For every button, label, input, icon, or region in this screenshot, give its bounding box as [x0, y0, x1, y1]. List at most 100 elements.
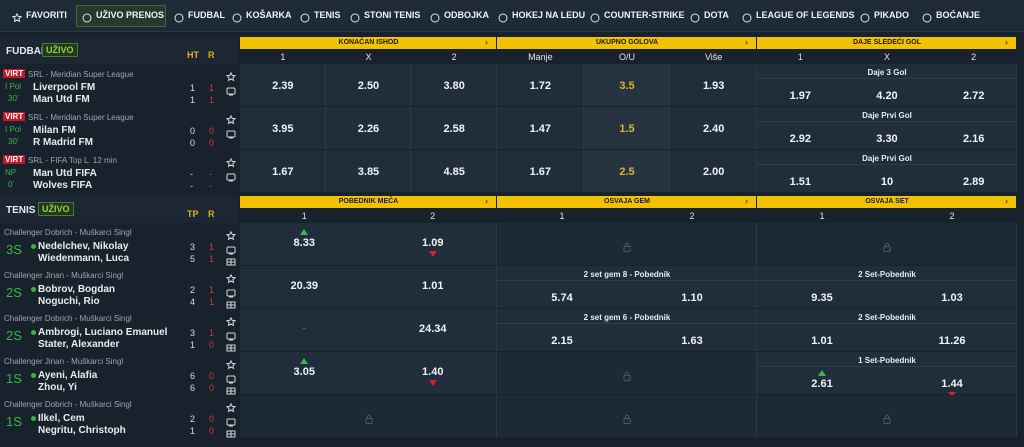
odds-value: 5.74 — [551, 292, 573, 304]
arrow-up — [818, 370, 826, 376]
odds-cell[interactable] — [670, 150, 757, 192]
score-tp: 1 — [190, 340, 196, 350]
odds-cell[interactable] — [497, 395, 757, 437]
market-col-label: 1 — [797, 52, 803, 62]
divider — [497, 323, 756, 324]
market-col-label: 1 — [280, 52, 286, 62]
team-name: Liverpool FM — [33, 82, 96, 93]
odds-cell[interactable] — [411, 64, 497, 106]
odds-value: 1.40 — [422, 366, 444, 378]
odds-cell[interactable] — [497, 266, 757, 308]
odds-cell[interactable] — [757, 395, 1017, 437]
odds-cell[interactable] — [757, 266, 1017, 308]
market-header[interactable] — [757, 37, 1016, 49]
team-name: Man Utd FIFA — [33, 168, 97, 179]
odds-value: 1.5 — [619, 123, 635, 135]
divider — [757, 366, 1016, 367]
odds-cell[interactable] — [757, 309, 1017, 351]
nav-icon — [11, 10, 23, 23]
odds-cell[interactable] — [497, 309, 757, 351]
nav-bar — [0, 0, 1024, 32]
score: 0 — [209, 426, 215, 436]
score: 1 — [209, 297, 215, 307]
lock-icon — [622, 368, 632, 381]
odds-value: 1.97 — [789, 90, 812, 102]
col-label: R — [208, 50, 215, 60]
odds-cell[interactable] — [497, 107, 584, 149]
market-header[interactable] — [240, 37, 496, 49]
market-title: OSVAJA GEM — [604, 198, 650, 205]
stream-icon — [226, 242, 236, 255]
odds-cell[interactable] — [240, 150, 326, 192]
score-ht: - — [190, 169, 193, 179]
odds-cell[interactable] — [325, 64, 412, 106]
market-header[interactable] — [757, 196, 1016, 208]
market-label: 2 set gem 6 - Pobednik — [583, 313, 671, 322]
odds-cell[interactable] — [411, 107, 497, 149]
favorite-icon — [225, 228, 237, 241]
col-label: HT — [187, 50, 199, 60]
odds-cell[interactable] — [325, 150, 412, 192]
set-number: 3S — [6, 242, 22, 257]
odds-cell[interactable] — [757, 107, 1017, 149]
odds-cell[interactable] — [583, 107, 671, 149]
stream-icon — [226, 169, 236, 182]
odds-cell[interactable] — [497, 64, 584, 106]
odds-cell[interactable] — [757, 223, 1017, 265]
player-name: Negritu, Christoph — [38, 425, 126, 436]
market-label: Daje 3 Gol — [867, 68, 907, 77]
odds-value: 2.61 — [811, 378, 833, 390]
odds-value: 2.89 — [962, 176, 985, 188]
odds-cell[interactable] — [325, 107, 412, 149]
odds-value: 1.93 — [702, 80, 725, 92]
market-col-label: 1 — [301, 211, 307, 221]
odds-value: 10 — [880, 176, 894, 188]
section-head — [0, 37, 238, 64]
nav-tab[interactable] — [76, 5, 166, 27]
odds-cell[interactable] — [583, 150, 671, 192]
section-title: FUDBAL — [6, 46, 48, 57]
market-col-label: 2 — [451, 52, 457, 62]
odds-cell[interactable] — [670, 64, 757, 106]
player-name: Ayeni, Alafia — [38, 370, 98, 381]
odds-cell[interactable] — [757, 352, 1017, 394]
market-col-label: 1 — [819, 211, 825, 221]
odds-cell[interactable] — [240, 352, 497, 394]
odds-cell[interactable] — [240, 395, 497, 437]
score: 0 — [209, 383, 215, 393]
divider — [757, 78, 1016, 79]
odds-cell[interactable] — [497, 150, 584, 192]
league: Challenger Dobrich - Muškarci Singl — [4, 228, 132, 237]
team-name: Milan FM — [33, 125, 76, 136]
odds-cell[interactable] — [670, 107, 757, 149]
odds-cell[interactable] — [240, 223, 497, 265]
odds-cell[interactable] — [757, 150, 1017, 192]
arrow-up — [300, 229, 309, 235]
odds-cell[interactable] — [240, 64, 326, 106]
odds-cell[interactable] — [240, 107, 326, 149]
odds-cell[interactable] — [757, 64, 1017, 106]
chevron: › — [745, 37, 748, 47]
serve-dot — [31, 373, 36, 378]
player-name: Ambrogi, Luciano Emanuel — [38, 327, 168, 338]
market-header[interactable] — [240, 196, 496, 208]
league: Challenger Dobrich - Muškarci Singl — [4, 400, 132, 409]
odds-value: 3.5 — [619, 80, 635, 92]
market-col-label: Manje — [528, 52, 553, 62]
odds-cell[interactable] — [411, 150, 497, 192]
market-header[interactable] — [497, 37, 756, 49]
odds-value: 2.92 — [789, 133, 812, 145]
odds-cell[interactable] — [240, 266, 497, 308]
market-col-label: X — [883, 52, 890, 62]
nav-label: LEAGUE OF LEGENDS — [756, 10, 855, 20]
nav-icon — [174, 10, 184, 23]
odds-cell[interactable] — [240, 309, 497, 351]
lock-icon — [882, 239, 892, 252]
odds-cell[interactable] — [497, 223, 757, 265]
odds-value: 1.10 — [681, 292, 703, 304]
market-header[interactable] — [497, 196, 756, 208]
score: 1 — [209, 95, 215, 105]
odds-cell[interactable] — [497, 352, 757, 394]
odds-cell[interactable] — [583, 64, 671, 106]
nav-label: FUDBAL — [188, 10, 225, 20]
